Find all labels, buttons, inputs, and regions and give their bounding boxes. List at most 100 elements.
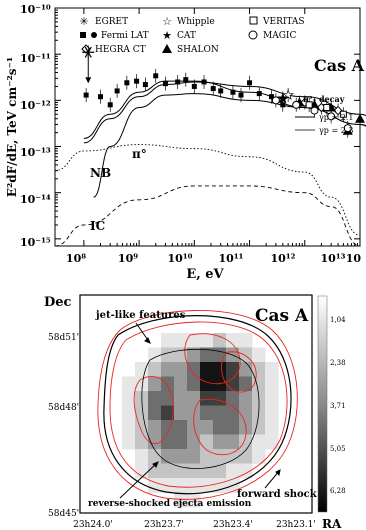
map-pixel: [161, 362, 175, 377]
map-pixel: [213, 362, 227, 377]
legend-egret: ✳ EGRET: [79, 15, 128, 28]
forward-shock-contour: [103, 315, 292, 495]
red-contour-inner-knot: [221, 351, 257, 393]
colorbar: [317, 295, 328, 513]
y-tick-label: 10⁻¹⁴: [20, 193, 51, 206]
y-tick-label: 10⁻¹⁰: [20, 3, 51, 16]
map-pixel: [148, 449, 162, 464]
svg-text:SHALON: SHALON: [177, 45, 219, 55]
map-pixel: [161, 463, 175, 479]
map-pixel: [161, 434, 175, 450]
x-tick-label: 10⁹: [118, 252, 138, 265]
svg-text:HEGRA CT: HEGRA CT: [95, 45, 146, 55]
map-pixels: [122, 333, 279, 508]
point-fermi-lat: [191, 83, 197, 89]
annotation-jet: jet-like features: [95, 310, 186, 321]
point-fermi-lat: [153, 73, 159, 79]
map-pixel: [187, 391, 201, 406]
star-open-icon: ☆: [162, 15, 172, 28]
map-pixel: [135, 405, 149, 421]
colorbar-label: 2,38: [330, 359, 346, 367]
chart-title: Cas A: [314, 56, 365, 75]
map-pixel: [252, 347, 266, 363]
map-x-tick: 23h24.0': [73, 520, 113, 530]
red-contour-inner-left: [133, 376, 174, 445]
map-x-tick: 23h23.7': [144, 520, 184, 530]
colorbar-label: 3,71: [330, 402, 346, 410]
map-pixel: [213, 391, 227, 406]
spectrum-axis-ticks: [55, 7, 361, 246]
legend-cat: ★ CAT: [162, 29, 196, 42]
map-pixel: [187, 463, 201, 479]
map-pixel: [200, 391, 214, 406]
spectrum-plot-frame: [54, 7, 361, 247]
star6-icon: ✳: [79, 15, 88, 28]
map-pixel: [122, 434, 136, 450]
point-egret-arrow-icon: [85, 77, 92, 84]
map-pixel: [239, 405, 253, 421]
map-pixel: [161, 333, 175, 348]
legend-veritas: VERITAS: [249, 16, 305, 27]
map-pixel: [174, 362, 188, 377]
point-whipple: [282, 89, 294, 100]
point-veritas: [339, 110, 347, 118]
map-pixel: [122, 391, 136, 406]
map-pixel: [226, 420, 240, 435]
y-tick-label: 10⁻¹³: [20, 146, 51, 159]
point-fermi-lat: [247, 80, 253, 86]
map-pixel: [239, 362, 253, 377]
map-pixel: [122, 405, 136, 421]
svg-text:MAGIC: MAGIC: [263, 31, 296, 41]
circle-open-icon: [248, 30, 258, 40]
map-x-tick: 23h23.1': [276, 520, 316, 530]
svg-text:EGRET: EGRET: [95, 17, 128, 27]
point-veritas: [323, 103, 331, 111]
point-fermi-lat: [124, 80, 130, 86]
map-pixel: [226, 449, 240, 464]
map-pixel: [265, 391, 279, 406]
point-magic: [292, 100, 301, 109]
map-pixel: [174, 405, 188, 421]
x-tick-label: 10¹¹: [219, 252, 244, 265]
map-pixel: [239, 333, 253, 348]
map-pixel: [161, 376, 175, 392]
triangle-icon: [162, 44, 172, 53]
map-pixel: [135, 362, 149, 377]
map-pixel: [174, 434, 188, 450]
point-fermi-lat: [256, 91, 262, 97]
map-pixel: [187, 478, 201, 493]
x-axis-title: E, eV: [186, 267, 224, 282]
point-veritas: [305, 101, 313, 109]
point-fermi-lat: [230, 89, 236, 95]
point-fermi-lat: [218, 88, 224, 94]
map-pixel: [265, 405, 279, 421]
legend-magic: MAGIC: [248, 30, 296, 41]
map-pixel: [148, 434, 162, 450]
map-pixel: [174, 376, 188, 392]
y-axis-title: E²dF/dE, TeV cm⁻²s⁻¹: [5, 57, 19, 197]
curve-pi0-2.1: [93, 93, 366, 198]
map-pixel: [213, 449, 227, 464]
map-pixel: [213, 333, 227, 348]
arrow-head-icon: [275, 469, 281, 477]
colorbar-label: 6,28: [330, 487, 346, 495]
spectrum-panel: 10⁻¹⁰ 10⁻¹¹ 10⁻¹² 10⁻¹³ 10⁻¹⁴ 10⁻¹⁵ 10⁸ …: [5, 3, 366, 282]
map-pixel: [200, 362, 214, 377]
red-contour-mid: [109, 321, 288, 488]
map-pixel: [174, 333, 188, 348]
map-pixel: [174, 449, 188, 464]
point-hegra-ct: [333, 105, 343, 116]
svg-text:CAT: CAT: [177, 31, 196, 41]
point-fermi-lat: [107, 102, 113, 108]
map-pixel: [252, 434, 266, 450]
curve-IC: [54, 185, 361, 247]
point-fermi-lat: [98, 94, 104, 100]
map-pixel: [265, 420, 279, 435]
model-legend-label-2: γp = 2.3: [319, 126, 353, 135]
star-filled-icon: ★: [162, 29, 172, 42]
x-tick-label: 10¹²: [271, 252, 296, 265]
map-pixel: [187, 333, 201, 348]
point-magic: [271, 96, 280, 105]
y-tick-label: 10⁻¹¹: [20, 52, 51, 65]
